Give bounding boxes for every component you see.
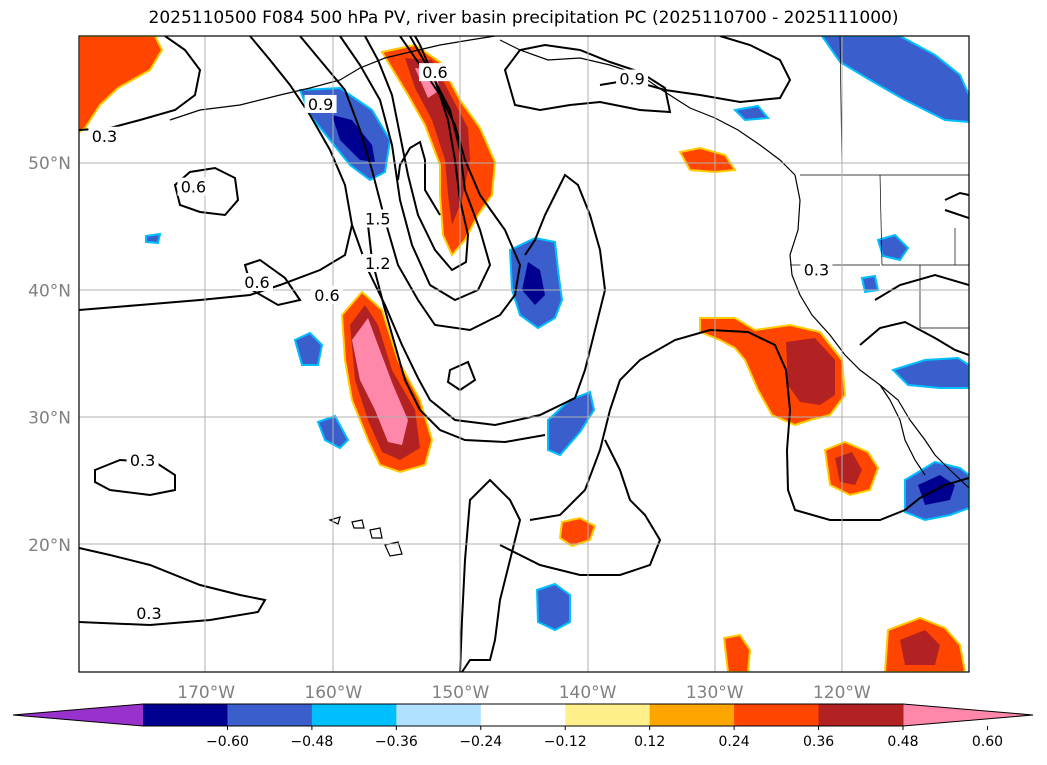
lon-tick-label: 140°W (559, 683, 617, 703)
contour-label-bg (361, 209, 394, 228)
contour-label-bg (419, 63, 451, 82)
colorbar-tick-label: −0.48 (290, 734, 333, 750)
contour-label: 1.5 (365, 209, 390, 228)
colorbar-swatch (396, 704, 482, 726)
colorbar-tick-label: 0.24 (719, 734, 750, 750)
contour-label: 0.3 (804, 260, 829, 279)
lon-tick-label: 120°W (813, 683, 871, 703)
contour-label: 0.9 (619, 70, 644, 89)
colorbar-swatch (649, 704, 735, 726)
contour-label-bg (800, 260, 833, 279)
contour-label-bg (177, 177, 210, 196)
colorbar-swatch (818, 704, 904, 726)
colorbar-tick-label: 0.12 (634, 734, 665, 750)
contour-label: 0.9 (308, 95, 333, 114)
contour-label-bg (241, 273, 273, 292)
colorbar-swatch (143, 704, 228, 726)
contour-label: 0.3 (92, 127, 117, 146)
colorbar-outline (12, 703, 1034, 727)
colorbar-swatch (227, 704, 313, 726)
map-area: 0.3 0.6 0.9 0.6 0.9 1.5 1.2 0.6 0.6 0.3 0.3 0.3 (79, 36, 969, 672)
lon-tick-label: 150°W (432, 683, 490, 703)
contour-label: 0.3 (130, 451, 155, 470)
colorbar-swatch (565, 704, 651, 726)
lat-tick-label: 50°N (28, 154, 71, 174)
contour-label: 0.3 (136, 604, 161, 623)
lat-tick-label: 30°N (28, 409, 71, 429)
contour-label-bg (132, 603, 165, 622)
gridline-layer (79, 36, 969, 672)
colorbar-tick-label: −0.24 (459, 734, 502, 750)
lat-tick-label: 40°N (28, 281, 71, 301)
longitude-axis: 170°W 160°W 150°W 140°W 130°W 120°W (177, 683, 871, 703)
colorbar-swatch (734, 704, 820, 726)
colorbar: −0.60 −0.48 −0.36 −0.24 −0.12 0.12 0.24 0.36 0.4… (12, 703, 1034, 750)
lon-tick-label: 130°W (686, 683, 744, 703)
colorbar-swatch (480, 704, 566, 726)
contour-label-bg (310, 285, 343, 304)
contour-label-bg (126, 451, 159, 470)
latitude-axis: 50°N 40°N 30°N 20°N (28, 154, 71, 556)
contour-label: 0.6 (181, 178, 206, 197)
lon-tick-label: 170°W (177, 683, 235, 703)
contour-label: 1.2 (365, 254, 390, 273)
contour-label-bg (304, 94, 337, 113)
contour-label-bg (616, 69, 649, 88)
colorbar-tick-label: −0.60 (206, 734, 249, 750)
colorbar-tick-label: −0.12 (544, 734, 587, 750)
contour-label-bg (361, 253, 394, 272)
contour-label: 0.6 (314, 286, 339, 305)
lat-tick-label: 20°N (28, 536, 71, 556)
colorbar-extend-high (903, 704, 1033, 726)
colorbar-swatch (311, 704, 397, 726)
colorbar-tick-label: −0.36 (375, 734, 418, 750)
lon-tick-label: 160°W (304, 683, 362, 703)
map-frame (78, 35, 970, 673)
colorbar-tick-label: 0.60 (972, 734, 1003, 750)
contour-label-layer: 0.3 0.6 0.9 0.6 0.9 1.5 1.2 0.6 0.6 0.3 0.3 0.3 (88, 63, 833, 623)
contour-label: 0.6 (244, 273, 269, 292)
contour-label: 0.6 (422, 63, 447, 82)
contour-label-bg (88, 126, 121, 145)
pv-contour-layer (79, 36, 969, 672)
colorbar-tick-label: 0.48 (887, 734, 918, 750)
chart-title: 2025110500 F084 500 hPa PV, river basin … (148, 8, 899, 28)
colorbar-extend-low (13, 704, 143, 726)
colorbar-tick-label: 0.36 (803, 734, 834, 750)
